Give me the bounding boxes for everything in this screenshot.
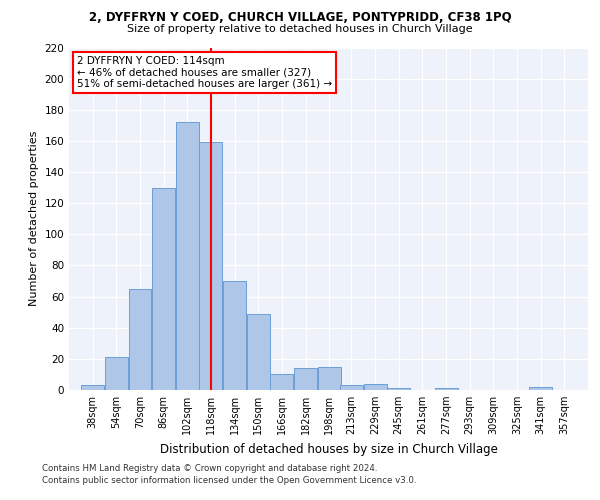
Bar	[176, 122, 199, 390]
Bar	[364, 384, 386, 390]
Y-axis label: Number of detached properties: Number of detached properties	[29, 131, 39, 306]
Bar	[318, 366, 341, 390]
Bar	[81, 386, 104, 390]
Bar	[271, 374, 293, 390]
Bar	[152, 188, 175, 390]
Text: Contains public sector information licensed under the Open Government Licence v3: Contains public sector information licen…	[42, 476, 416, 485]
Bar	[434, 388, 458, 390]
Bar	[105, 358, 128, 390]
Text: 2 DYFFRYN Y COED: 114sqm
← 46% of detached houses are smaller (327)
51% of semi-: 2 DYFFRYN Y COED: 114sqm ← 46% of detach…	[77, 56, 332, 90]
Bar	[247, 314, 270, 390]
Text: Size of property relative to detached houses in Church Village: Size of property relative to detached ho…	[127, 24, 473, 34]
Bar	[294, 368, 317, 390]
Text: Distribution of detached houses by size in Church Village: Distribution of detached houses by size …	[160, 442, 498, 456]
Bar	[199, 142, 223, 390]
Text: Contains HM Land Registry data © Crown copyright and database right 2024.: Contains HM Land Registry data © Crown c…	[42, 464, 377, 473]
Bar	[128, 289, 151, 390]
Text: 2, DYFFRYN Y COED, CHURCH VILLAGE, PONTYPRIDD, CF38 1PQ: 2, DYFFRYN Y COED, CHURCH VILLAGE, PONTY…	[89, 11, 511, 24]
Bar	[223, 281, 246, 390]
Bar	[529, 387, 552, 390]
Bar	[340, 386, 363, 390]
Bar	[387, 388, 410, 390]
